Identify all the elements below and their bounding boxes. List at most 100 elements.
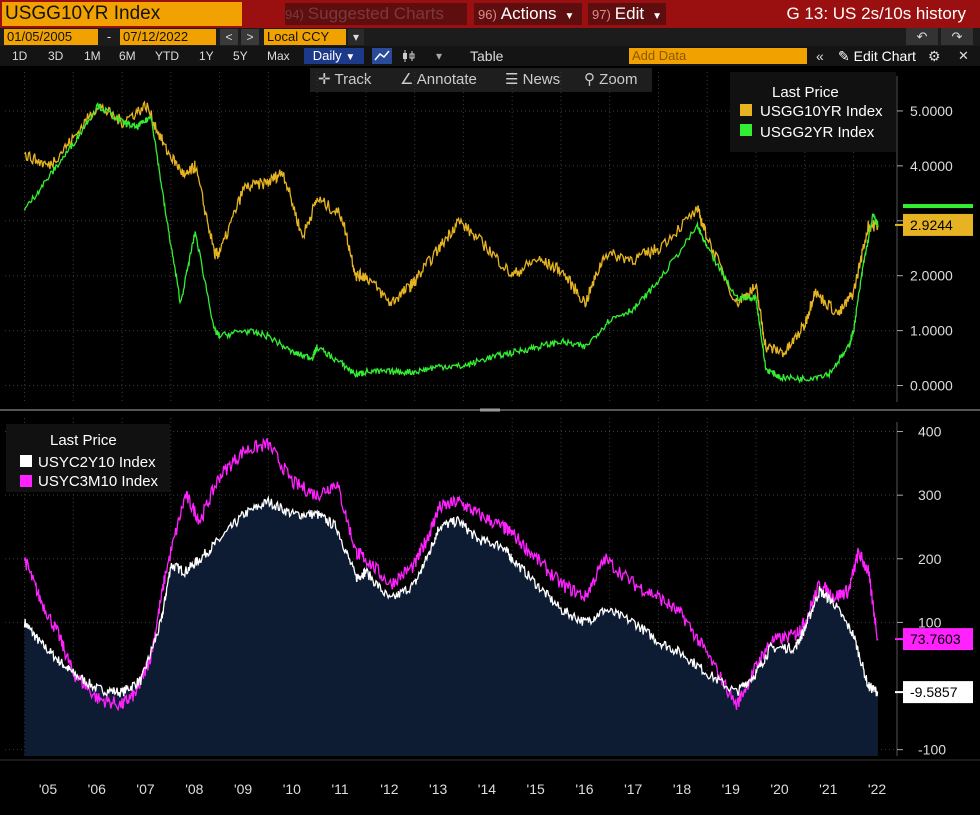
series-line-usgg10yr: [24, 100, 879, 358]
x-tick-label: '17: [624, 781, 642, 797]
date-separator: -: [106, 29, 112, 44]
legend-label-usyc3m10: USYC3M10 Index: [38, 473, 159, 490]
end-date-field[interactable]: 07/12/2022: [120, 29, 216, 45]
page-title: G 13: US 2s/10s history: [786, 4, 966, 23]
crosshair-icon: ✛: [318, 71, 331, 88]
actions-label: Actions: [500, 4, 557, 23]
magnifier-icon: ⚲: [584, 71, 595, 88]
top-panel-grid: [5, 72, 895, 404]
frequency-label: Daily: [312, 48, 342, 63]
track-button[interactable]: ✛ Track: [318, 70, 371, 90]
last-value-labels: 2.9244 73.7603 -9.5857: [895, 204, 973, 704]
range-1m-button[interactable]: 1M: [84, 49, 101, 63]
currency-select[interactable]: Local CCY: [264, 29, 346, 45]
axes: '05 '06 '07 '08 '09 '10 '11 '12 '13 '14 '15 '16 '17 '…: [0, 76, 980, 797]
candlestick-icon[interactable]: [398, 48, 420, 64]
x-tick-label: '09: [234, 781, 252, 797]
range-ytd-button[interactable]: YTD: [155, 49, 179, 63]
redo-icon[interactable]: ↷: [941, 28, 973, 45]
legend-title: Last Price: [50, 432, 117, 449]
legend-swatch-usyc3m10: [20, 475, 32, 487]
legend-swatch-usyc2y10: [20, 455, 32, 467]
edit-number: 97): [592, 7, 611, 22]
zoom-button[interactable]: ⚲ Zoom: [584, 70, 638, 90]
last-value-usyc3m10: 73.7603: [910, 631, 961, 647]
legend-box: [730, 72, 896, 152]
legend-label-usgg2yr: USGG2YR Index: [760, 124, 875, 141]
next-period-button[interactable]: >: [241, 29, 259, 45]
suggested-charts-number: 94): [285, 7, 304, 22]
news-label: News: [522, 71, 561, 88]
x-tick-label: '08: [185, 781, 203, 797]
x-tick-label: '18: [673, 781, 691, 797]
chart-area[interactable]: '05 '06 '07 '08 '09 '10 '11 '12 '13 '14 '15 '16 '17 '…: [0, 66, 980, 815]
annotate-label: Annotate: [416, 71, 477, 88]
undo-icon[interactable]: ↶: [906, 28, 938, 45]
edit-chart-button[interactable]: ✎ Edit Chart: [838, 48, 916, 64]
x-tick-label: '10: [283, 781, 301, 797]
y-tick-label: 5.0000: [910, 103, 953, 119]
x-tick-label: '19: [722, 781, 740, 797]
y-tick-label: 100: [918, 614, 942, 630]
ticker-field[interactable]: USGG10YR Index: [2, 2, 242, 26]
table-button[interactable]: Table: [470, 48, 504, 64]
range-max-button[interactable]: Max: [267, 49, 290, 63]
last-value-marker-usgg2yr: [903, 204, 973, 209]
frequency-select[interactable]: Daily ▼: [304, 48, 364, 64]
y-tick-label: 4.0000: [910, 158, 953, 174]
area-usyc2y10: [24, 497, 878, 756]
legend-swatch-usgg10yr: [740, 104, 752, 116]
range-6m-button[interactable]: 6M: [119, 49, 136, 63]
legend-title: Last Price: [772, 84, 839, 101]
actions-menu-button[interactable]: 96) Actions ▼: [474, 3, 582, 25]
y-tick-label: 1.0000: [910, 323, 953, 339]
pin-icon[interactable]: ✕: [958, 48, 969, 63]
edit-menu-button[interactable]: 97) Edit ▼: [588, 3, 666, 25]
actions-number: 96): [478, 7, 497, 22]
chart-toolbar: [310, 68, 652, 92]
range-5y-button[interactable]: 5Y: [233, 49, 248, 63]
y-tick-label: 400: [918, 424, 942, 440]
last-value-usyc2y10: -9.5857: [910, 684, 958, 700]
y-tick-label: 200: [918, 551, 942, 567]
legend-label-usyc2y10: USYC2Y10 Index: [38, 454, 156, 471]
x-tick-label: '20: [770, 781, 788, 797]
series-line-usgg2yr: [23, 101, 879, 384]
last-value-usgg10yr: 2.9244: [910, 217, 953, 233]
collapse-icon[interactable]: «: [816, 48, 824, 64]
range-1d-button[interactable]: 1D: [12, 49, 28, 63]
pencil-icon: ✎: [838, 48, 850, 64]
x-tick-label: '15: [527, 781, 545, 797]
chevron-down-icon[interactable]: ▾: [436, 49, 443, 63]
y-tick-label: 2.0000: [910, 268, 953, 284]
range-3d-button[interactable]: 3D: [48, 49, 64, 63]
range-1y-button[interactable]: 1Y: [199, 49, 214, 63]
y-tick-label: 300: [918, 487, 942, 503]
prev-period-button[interactable]: <: [220, 29, 238, 45]
news-button[interactable]: ☰ News: [505, 70, 560, 90]
x-tick-label: '05: [39, 781, 57, 797]
line-chart-icon[interactable]: [372, 48, 392, 64]
zoom-label: Zoom: [599, 71, 638, 88]
annotate-button[interactable]: ∠ Annotate: [400, 70, 477, 90]
last-value-usgg10yr-box: [903, 213, 973, 236]
legend-bottom-panel: Last Price USYC2Y10 Index USYC3M10 Index: [6, 424, 170, 492]
add-data-input[interactable]: Add Data: [629, 48, 807, 64]
legend-label-usgg10yr: USGG10YR Index: [760, 103, 883, 120]
news-icon: ☰: [505, 71, 519, 88]
x-tick-label: '16: [575, 781, 593, 797]
x-tick-label: '12: [380, 781, 398, 797]
y-tick-label: 0.0000: [910, 378, 953, 394]
settings-icon[interactable]: ⚙: [928, 48, 941, 64]
x-tick-label: '11: [331, 781, 348, 797]
chevron-down-icon: ▼: [652, 11, 662, 22]
y-tick-label: -100: [918, 742, 946, 758]
x-tick-label: '13: [429, 781, 447, 797]
suggested-charts-button[interactable]: 94) Suggested Charts: [285, 3, 467, 25]
edit-chart-label: Edit Chart: [853, 48, 916, 64]
last-value-usyc3m10-box: [903, 628, 973, 651]
start-date-field[interactable]: 01/05/2005: [4, 29, 98, 45]
chevron-down-icon[interactable]: ▾: [348, 29, 364, 45]
last-value-usyc2y10-box: [903, 681, 973, 704]
x-tick-label: '07: [136, 781, 154, 797]
